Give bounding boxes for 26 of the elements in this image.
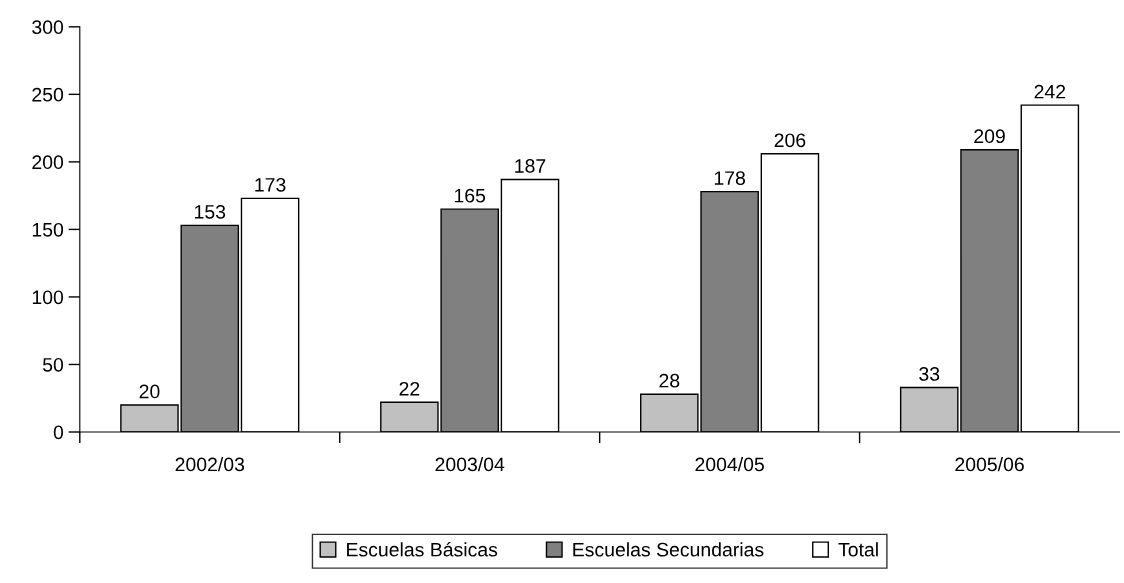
x-tick-label: 2004/05 xyxy=(695,457,764,472)
data-label: 33 xyxy=(919,367,940,381)
data-label: 242 xyxy=(1034,84,1066,99)
data-label: 153 xyxy=(195,204,226,219)
y-tick-label: 300 xyxy=(32,20,64,35)
y-tick-label: 0 xyxy=(53,425,64,440)
x-tick-label: 2002/03 xyxy=(175,457,245,472)
y-tick-label: 100 xyxy=(32,290,64,305)
data-label: 209 xyxy=(974,129,1005,144)
data-label: 178 xyxy=(714,171,745,185)
data-label: 20 xyxy=(139,384,160,399)
y-tick-label: 50 xyxy=(42,357,64,372)
y-tick-label: 250 xyxy=(32,87,64,102)
legend-label: Escuelas Básicas xyxy=(347,542,498,557)
data-label: 187 xyxy=(515,159,546,173)
data-label: 22 xyxy=(399,381,420,396)
legend-label: Escuelas Secundarias xyxy=(573,542,764,557)
x-tick-label: 2003/04 xyxy=(435,457,505,472)
data-label: 173 xyxy=(255,177,286,192)
legend-label: Total xyxy=(838,542,878,557)
y-tick-label: 200 xyxy=(32,155,64,170)
y-tick-label: 150 xyxy=(32,222,64,237)
data-label: 165 xyxy=(454,188,486,203)
data-label: 28 xyxy=(659,373,680,388)
data-label: 206 xyxy=(774,133,806,148)
x-tick-label: 2005/06 xyxy=(955,457,1024,472)
